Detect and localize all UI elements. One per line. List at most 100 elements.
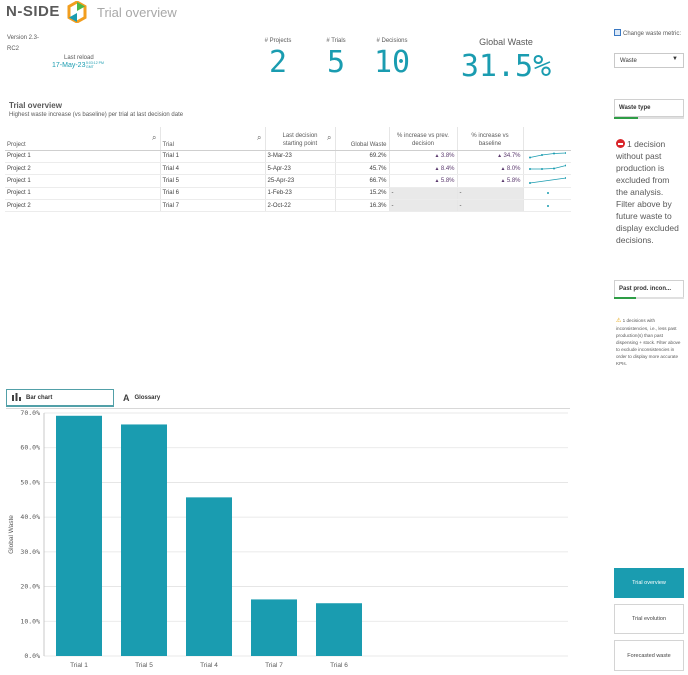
bar-trial-4[interactable] — [186, 497, 232, 656]
triangle-up-icon: ▲ — [434, 165, 441, 172]
column-header-trend — [523, 127, 571, 151]
kpi-decisions-label: # Decisions — [376, 38, 408, 44]
tab-glossary-label: Glossary — [134, 395, 161, 401]
column-header-increase-baseline[interactable]: % increase vs baseline — [457, 127, 524, 151]
text-icon: A — [123, 393, 130, 403]
column-header-increase-prev[interactable]: % increase vs prev. decision — [389, 127, 458, 151]
cell-trial: Trial 6 — [160, 187, 266, 201]
cell-last-decision: 3-Mar-23 — [265, 150, 336, 163]
kpi-waste-label: Global Waste — [479, 37, 533, 47]
y-tick-label: 0.0% — [24, 652, 40, 660]
cell-project: Project 2 — [5, 162, 161, 176]
header: N-SIDE Trial overview — [0, 0, 688, 26]
cell-increase-baseline: - — [457, 187, 524, 201]
kpi-trials-label: # Trials — [326, 38, 346, 44]
bar-chart-icon — [12, 392, 21, 403]
search-icon[interactable]: ⌕ — [327, 133, 332, 142]
triangle-up-icon: ▲ — [434, 153, 441, 160]
bar-chart: 0.0% 10.0% 20.0% 30.0% 40.0% 50.0% 60.0% 70.0% G… — [0, 408, 580, 675]
nav-forecasted-waste-button[interactable]: Forecasted waste — [614, 640, 684, 671]
cell-increase-baseline: - — [457, 199, 524, 213]
cell-trend-sparkline — [523, 187, 571, 201]
table-row[interactable]: Project 2 Trial 4 5-Apr-23 45.7% ▲ 8.4% ▲ 8.0… — [5, 162, 571, 176]
cell-project: Project 1 — [5, 187, 161, 201]
waste-type-filter[interactable]: Waste type — [614, 99, 684, 117]
x-tick-label: Trial 6 — [330, 662, 348, 669]
last-reload-date: 17-May-23 — [52, 62, 86, 69]
cell-last-decision: 5-Apr-23 — [265, 162, 336, 176]
cell-trial: Trial 5 — [160, 174, 266, 188]
page-title: Trial overview — [97, 5, 177, 20]
kpi-decisions-value: 10 — [373, 45, 411, 80]
cell-last-decision: 1-Feb-23 — [265, 187, 336, 201]
tab-divider — [6, 408, 570, 409]
waste-type-filter-bar — [614, 117, 684, 119]
kpi-projects-value: 2 — [268, 45, 288, 80]
cell-increase-prev: ▲ 5.8% — [389, 174, 458, 188]
table-row[interactable]: Project 2 Trial 7 2-Oct-22 16.3% - - — [5, 199, 571, 213]
triangle-up-icon: ▲ — [434, 177, 441, 184]
column-header-trial[interactable]: Trial ⌕ — [160, 127, 266, 151]
cell-increase-prev: ▲ 3.8% — [389, 150, 458, 163]
triangle-up-icon: ▲ — [500, 165, 507, 172]
no-entry-icon — [616, 139, 625, 148]
search-icon[interactable]: ⌕ — [152, 133, 157, 142]
column-header-global-waste[interactable]: Global Waste — [335, 127, 390, 151]
bar-trial-1[interactable] — [56, 415, 102, 656]
y-tick-label: 30.0% — [20, 548, 40, 556]
kpi-decisions: # Decisions 10 — [370, 38, 414, 80]
swap-icon — [614, 29, 621, 36]
cell-global-waste: 15.2% — [335, 187, 390, 201]
bar-trial-7[interactable] — [251, 599, 297, 656]
warning-icon: ⚠ — [616, 318, 622, 324]
table-row[interactable]: Project 1 Trial 6 1-Feb-23 15.2% - - — [5, 187, 571, 201]
tab-bar-chart[interactable]: Bar chart — [6, 389, 114, 407]
y-tick-label: 60.0% — [20, 444, 40, 452]
cell-increase-prev: - — [389, 187, 458, 201]
kpi-projects: # Projects 2 — [258, 38, 298, 80]
cell-project: Project 2 — [5, 199, 161, 213]
inconsistency-message: ⚠ 1 decisions with inconsistencies, i.e.… — [616, 318, 681, 366]
version-label: Version 2.3-RC2 — [7, 35, 40, 52]
past-prod-inconsistency-filter[interactable]: Past prod. incon... — [614, 280, 684, 298]
excluded-decision-message: 1 decision without past production is ex… — [616, 139, 679, 245]
cell-trend-sparkline — [523, 199, 571, 213]
brand-name: N-SIDE — [6, 3, 60, 20]
search-icon[interactable]: ⌕ — [257, 133, 262, 142]
cell-increase-baseline: ▲ 5.8% — [457, 174, 524, 188]
waste-metric-select[interactable]: Waste ▼ — [614, 53, 684, 68]
table-row[interactable]: Project 1 Trial 1 3-Mar-23 69.2% ▲ 3.8% ▲ 34.… — [5, 150, 571, 163]
kpi-global-waste: Global Waste 31.5% — [456, 37, 556, 84]
cell-trend-sparkline — [523, 174, 571, 188]
x-tick-label: Trial 1 — [70, 662, 88, 669]
nav-trial-evolution-button[interactable]: Trial evolution — [614, 604, 684, 634]
nav-trial-overview-button[interactable]: Trial overview — [614, 568, 684, 598]
tab-glossary[interactable]: A Glossary — [118, 389, 198, 407]
bar-trial-5[interactable] — [121, 424, 167, 656]
cell-project: Project 1 — [5, 174, 161, 188]
x-tick-label: Trial 5 — [135, 662, 153, 669]
x-tick-label: Trial 7 — [265, 662, 283, 669]
table-subtitle: Highest waste increase (vs baseline) per… — [9, 112, 184, 118]
cell-project: Project 1 — [5, 150, 161, 163]
column-header-last-decision[interactable]: Last decision starting point ⌕ — [265, 127, 336, 151]
n-side-logo-icon — [67, 1, 87, 23]
y-tick-label: 50.0% — [20, 478, 40, 486]
cell-global-waste: 66.7% — [335, 174, 390, 188]
column-header-project[interactable]: Project ⌕ — [5, 127, 161, 151]
last-reload-time: 5:03:12 PM GMT — [86, 61, 104, 69]
kpi-trials-value: 5 — [326, 45, 346, 80]
cell-increase-prev: ▲ 8.4% — [389, 162, 458, 176]
y-tick-label: 70.0% — [20, 409, 40, 417]
cell-global-waste: 16.3% — [335, 199, 390, 213]
cell-last-decision: 25-Apr-23 — [265, 174, 336, 188]
waste-metric-value: Waste — [620, 57, 637, 64]
tab-bar-chart-label: Bar chart — [26, 394, 53, 401]
past-prod-filter-bar — [614, 297, 684, 299]
table-row[interactable]: Project 1 Trial 5 25-Apr-23 66.7% ▲ 5.8% ▲ 5.… — [5, 174, 571, 188]
bar-trial-6[interactable] — [316, 603, 362, 656]
trial-table: Project ⌕ Trial ⌕ Last decision starting… — [5, 127, 571, 213]
triangle-up-icon: ▲ — [497, 153, 504, 160]
kpi-waste-value: 31.5% — [460, 49, 552, 84]
kpi-trials: # Trials 5 — [316, 38, 356, 80]
